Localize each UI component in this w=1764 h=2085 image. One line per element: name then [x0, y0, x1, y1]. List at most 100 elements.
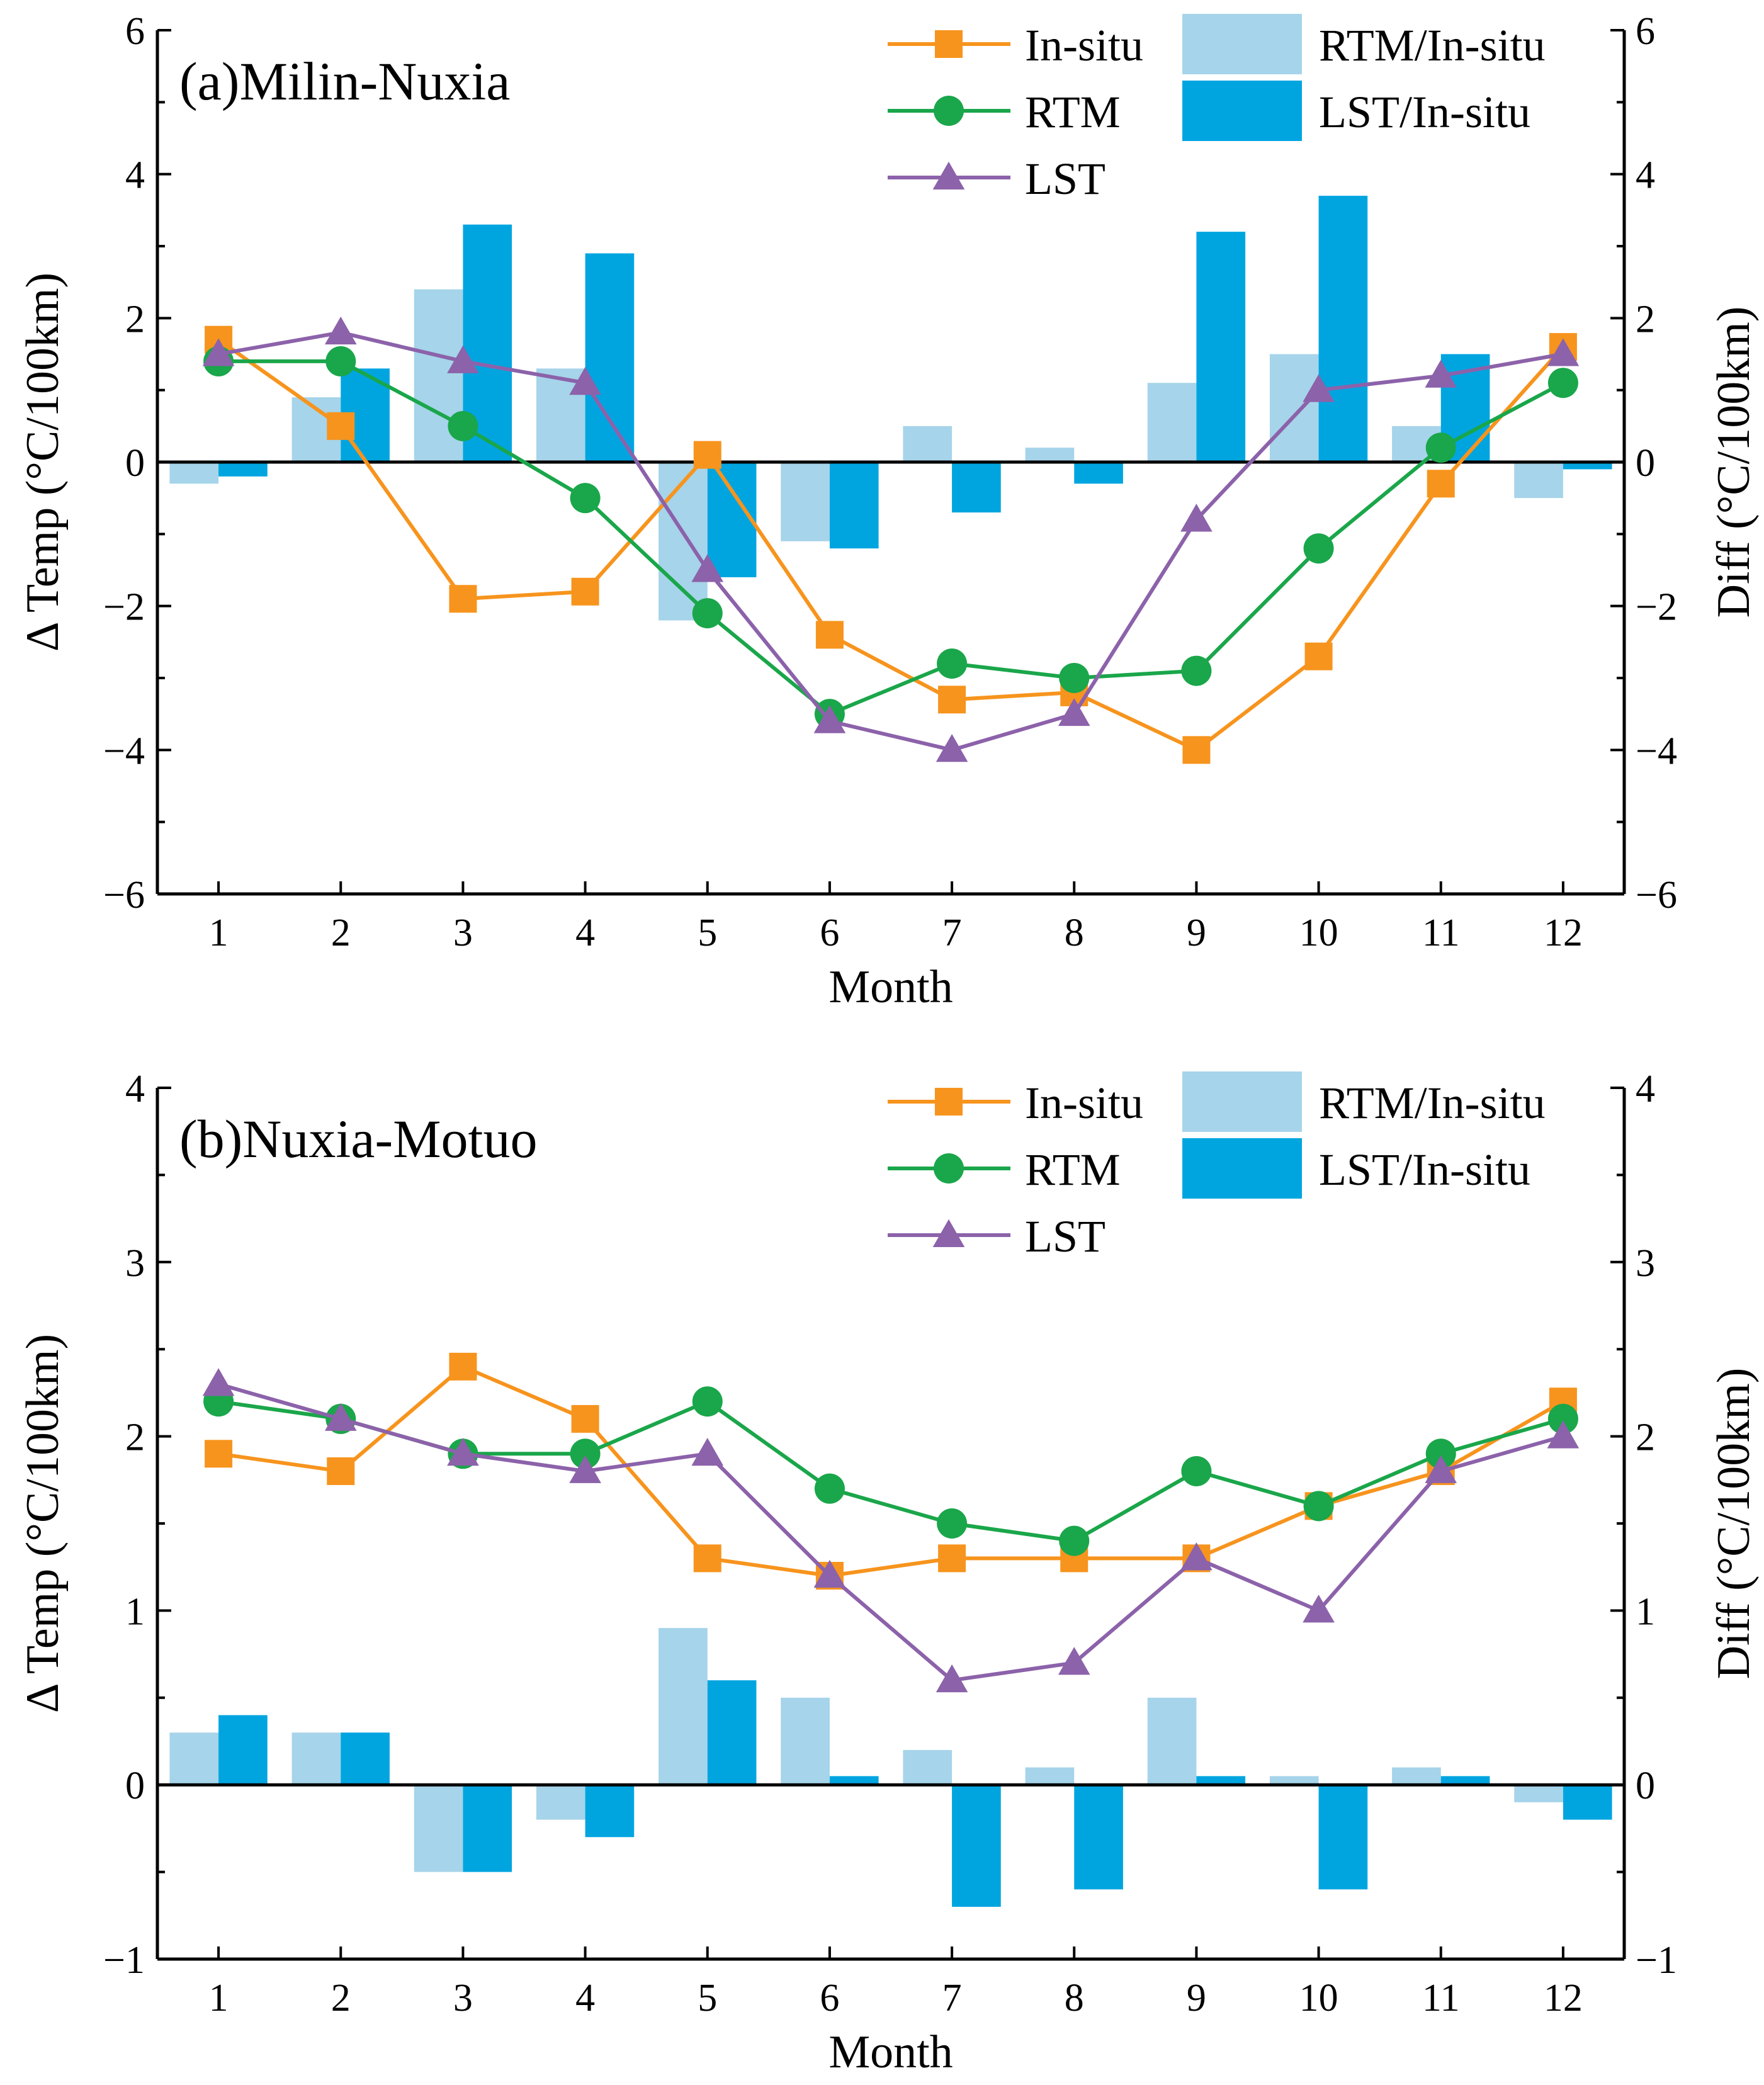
right-ytick-label: −1 [1636, 1939, 1677, 1982]
marker-rtm-month-7 [937, 1508, 968, 1539]
legend-swatch-lst-in-situ [1182, 1138, 1302, 1199]
bar-rtm-in-situ-month-10 [1269, 354, 1319, 462]
bar-lst-in-situ-month-6 [829, 462, 879, 549]
xtick-label-12: 12 [1544, 1977, 1583, 2020]
marker-in-situ-month-7 [938, 686, 966, 714]
bar-lst-in-situ-month-1 [218, 1715, 268, 1785]
marker-lst-month-1 [202, 1368, 235, 1396]
left-ytick-label: 1 [125, 1590, 145, 1633]
legend-label-rtm: RTM [1025, 87, 1121, 137]
xtick-label-2: 2 [331, 1977, 351, 2020]
legend-marker-rtm [934, 96, 964, 126]
line-rtm [218, 1399, 1564, 1543]
bar-lst-in-situ-month-2 [341, 1732, 390, 1785]
bar-rtm-in-situ-month-7 [903, 426, 953, 462]
right-ytick-label: −6 [1636, 874, 1677, 917]
xtick-label-9: 9 [1187, 1977, 1206, 2020]
legend-swatch-rtm-in-situ [1182, 1071, 1302, 1132]
panel-title: (a)Milin-Nuxia [179, 51, 510, 111]
xtick-label-8: 8 [1065, 1977, 1084, 2020]
bar-rtm-in-situ-month-5 [659, 462, 708, 621]
bar-lst-in-situ-month-8 [1074, 1785, 1123, 1890]
xtick-label-4: 4 [575, 912, 595, 954]
left-ytick-label: 0 [125, 442, 145, 485]
marker-lst-month-3 [447, 345, 479, 373]
marker-lst-month-10 [1303, 1595, 1335, 1623]
xtick-label-7: 7 [942, 1977, 962, 2020]
right-y-axis-title: Diff (°C/100km) [1708, 307, 1760, 618]
legend-marker-lst [932, 161, 965, 189]
marker-lst-month-6 [813, 1559, 846, 1588]
marker-rtm-month-9 [1181, 655, 1212, 686]
right-ytick-label: 2 [1636, 298, 1655, 341]
panel-title: (b)Nuxia-Motuo [179, 1109, 537, 1169]
legend-swatch-rtm-in-situ [1182, 14, 1302, 74]
bar-lst-in-situ-month-11 [1440, 1776, 1490, 1785]
marker-in-situ-month-3 [449, 1352, 477, 1381]
bar-lst-in-situ-month-10 [1318, 1785, 1368, 1890]
legend-label-lst: LST [1025, 154, 1105, 204]
marker-in-situ-month-4 [571, 1404, 599, 1433]
bar-rtm-in-situ-month-7 [903, 1749, 953, 1785]
xtick-label-7: 7 [942, 912, 962, 954]
marker-rtm-month-3 [448, 410, 478, 441]
bar-rtm-in-situ-month-6 [781, 1697, 830, 1785]
left-y-axis-title: Δ Temp (°C/100km) [17, 273, 69, 652]
bar-lst-in-situ-month-12 [1563, 462, 1612, 470]
x-axis-title: Month [828, 961, 953, 1013]
marker-rtm-month-12 [1547, 368, 1578, 398]
bar-rtm-in-situ-month-8 [1025, 1767, 1075, 1785]
xtick-label-5: 5 [698, 912, 717, 954]
bar-rtm-in-situ-month-1 [169, 1732, 219, 1785]
right-y-axis-title: Diff (°C/100km) [1708, 1368, 1760, 1680]
bar-rtm-in-situ-month-9 [1147, 1697, 1197, 1785]
marker-lst-month-5 [691, 1437, 724, 1466]
marker-rtm-month-8 [1059, 1525, 1090, 1556]
marker-in-situ-month-5 [693, 1544, 721, 1573]
bar-rtm-in-situ-month-6 [781, 462, 830, 541]
marker-lst-month-6 [813, 705, 846, 733]
bar-lst-in-situ-month-12 [1563, 1785, 1612, 1820]
marker-lst-month-2 [324, 316, 357, 345]
xtick-label-9: 9 [1187, 912, 1206, 954]
marker-in-situ-month-1 [205, 1440, 233, 1468]
bar-rtm-in-situ-month-12 [1514, 462, 1563, 499]
marker-rtm-month-9 [1181, 1455, 1212, 1486]
legend-marker-rtm [934, 1153, 964, 1184]
marker-in-situ-month-2 [327, 412, 355, 440]
marker-rtm-month-5 [692, 1386, 723, 1417]
left-ytick-label: 2 [125, 298, 145, 341]
marker-rtm-month-11 [1425, 1438, 1456, 1469]
xtick-label-10: 10 [1299, 1977, 1338, 2020]
marker-lst-month-4 [569, 1455, 601, 1483]
legend-label-lst: LST [1025, 1211, 1105, 1262]
marker-lst-month-3 [447, 1437, 479, 1466]
right-ytick-label: 4 [1636, 154, 1655, 197]
left-ytick-label: 4 [125, 154, 145, 197]
bar-lst-in-situ-month-6 [829, 1776, 879, 1785]
bar-rtm-in-situ-month-9 [1147, 383, 1197, 462]
xtick-label-8: 8 [1065, 912, 1084, 954]
bar-rtm-in-situ-month-4 [536, 1785, 585, 1820]
xtick-label-3: 3 [453, 1977, 473, 2020]
bar-rtm-in-situ-month-2 [291, 1732, 341, 1785]
marker-in-situ-month-9 [1182, 736, 1211, 764]
xtick-label-3: 3 [453, 912, 473, 954]
line-rtm [218, 359, 1564, 716]
marker-rtm-month-12 [1547, 1403, 1578, 1434]
right-ytick-label: 2 [1636, 1416, 1655, 1459]
right-ytick-label: 0 [1636, 1765, 1655, 1807]
marker-rtm-month-10 [1303, 1491, 1334, 1522]
marker-lst-month-7 [936, 734, 968, 762]
legend-label-rtm: RTM [1025, 1144, 1121, 1195]
legend: In-situ RTM LST RTM/In-situ LST/In-situ [888, 14, 1546, 204]
marker-rtm-month-6 [814, 1473, 845, 1504]
line-lst [218, 331, 1564, 752]
left-ytick-label: 3 [125, 1242, 145, 1285]
xtick-label-10: 10 [1299, 912, 1338, 954]
left-ytick-label: 0 [125, 1765, 145, 1807]
right-ytick-label: −2 [1636, 586, 1677, 629]
legend-marker-in-situ [935, 30, 963, 58]
bar-rtm-in-situ-month-12 [1514, 1785, 1563, 1802]
